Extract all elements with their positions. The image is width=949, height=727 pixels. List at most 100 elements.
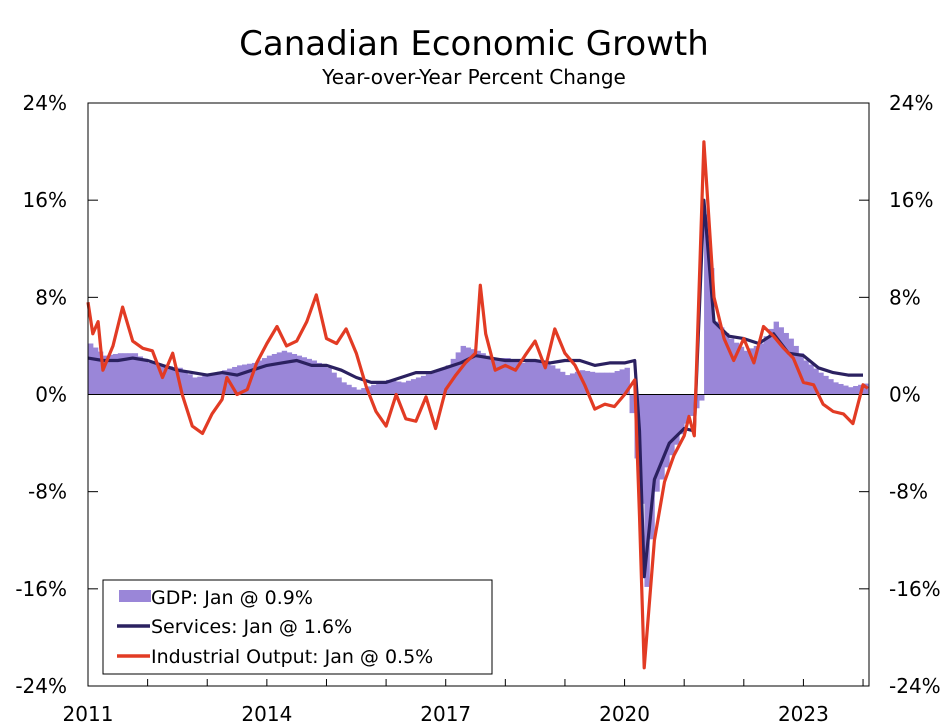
gdp-bar xyxy=(813,368,819,395)
industrial-line xyxy=(86,140,869,670)
gdp-bar xyxy=(689,394,695,416)
gdp-bar xyxy=(237,365,243,395)
gdp-bars xyxy=(88,214,869,587)
gdp-bar xyxy=(654,394,660,492)
legend-services-label: Services: Jan @ 1.6% xyxy=(151,616,352,638)
gdp-bar xyxy=(152,363,158,395)
gdp-bar xyxy=(341,382,347,395)
gdp-bar xyxy=(212,373,218,395)
y-tick-label-left: -24% xyxy=(15,674,67,698)
gdp-bar xyxy=(599,372,606,395)
gdp-bar xyxy=(192,377,198,395)
gdp-bar xyxy=(818,372,824,395)
gdp-bar xyxy=(232,366,238,395)
gdp-bar xyxy=(167,366,173,395)
gdp-bar xyxy=(564,375,571,395)
gdp-bar xyxy=(828,379,834,395)
gdp-bar xyxy=(644,394,650,587)
gdp-bar xyxy=(386,379,392,395)
gdp-bar xyxy=(182,371,188,395)
gdp-bar xyxy=(430,372,437,395)
gdp-bar xyxy=(838,383,844,395)
gdp-bar xyxy=(242,364,248,395)
gdp-bar xyxy=(803,360,809,395)
gdp-bar xyxy=(684,394,690,424)
legend-box xyxy=(102,579,493,675)
gdp-bar xyxy=(713,321,720,395)
gdp-bar xyxy=(122,353,129,395)
legend-industrial-label: Industrial Output: Jan @ 0.5% xyxy=(151,646,433,668)
gdp-bar xyxy=(271,354,278,395)
x-tick-labels: 2011 2014 2017 2020 2023 xyxy=(63,702,829,726)
gdp-bar xyxy=(256,360,263,395)
gdp-bar xyxy=(351,387,357,395)
gdp-bar xyxy=(281,350,288,395)
gdp-bar xyxy=(396,381,402,395)
gdp-bar xyxy=(207,375,213,395)
gdp-bar xyxy=(863,383,869,395)
gdp-bar xyxy=(709,268,715,395)
gdp-bar xyxy=(112,354,119,395)
gdp-bar xyxy=(659,394,665,480)
y-tick-labels-right: 24% 16% 8% 0% -8% -16% -24% xyxy=(889,91,941,698)
gdp-bar xyxy=(728,338,735,395)
gdp-bar xyxy=(117,353,124,395)
gdp-bar xyxy=(92,347,99,395)
gdp-bar xyxy=(748,348,755,395)
gdp-bar xyxy=(679,394,685,435)
gdp-bar xyxy=(500,358,506,395)
gdp-bar xyxy=(197,376,203,395)
gdp-bar xyxy=(321,365,327,395)
gdp-bar xyxy=(391,380,397,395)
gdp-bar xyxy=(848,387,854,395)
gdp-bar xyxy=(550,365,556,395)
gdp-bar xyxy=(217,371,223,395)
gdp-bar xyxy=(266,355,273,395)
gdp-bar xyxy=(331,372,337,395)
gdp-bar xyxy=(833,382,839,395)
y-tick-label-right: -24% xyxy=(889,674,941,698)
gdp-bar xyxy=(823,375,829,395)
gdp-bar xyxy=(460,345,466,395)
gdp-bar xyxy=(326,367,332,395)
gdp-bar xyxy=(202,375,208,395)
plot-frame xyxy=(87,102,870,687)
legend-gdp-swatch xyxy=(119,590,151,602)
gdp-bar xyxy=(639,394,645,504)
gdp-bar xyxy=(758,343,765,395)
gdp-bar xyxy=(594,372,601,395)
gdp-bar xyxy=(629,394,635,414)
y-tick-label-right: 24% xyxy=(889,91,933,115)
gdp-bar xyxy=(808,364,814,395)
gdp-bar xyxy=(778,327,784,395)
gdp-bar xyxy=(401,382,407,395)
gdp-bar xyxy=(574,371,581,395)
gdp-bar xyxy=(261,358,268,395)
gdp-bar xyxy=(768,328,775,395)
y-tick-label-left: 0% xyxy=(35,383,67,407)
gdp-bar xyxy=(306,358,312,395)
gdp-bar xyxy=(589,371,596,395)
gdp-bar xyxy=(172,366,178,395)
gdp-bar xyxy=(704,214,710,395)
gdp-bar xyxy=(609,372,616,395)
gdp-bar xyxy=(530,361,536,395)
legend-gdp-label: GDP: Jan @ 0.9% xyxy=(151,587,313,609)
gdp-bar xyxy=(584,371,591,395)
gdp-bar xyxy=(723,332,730,395)
gdp-bar xyxy=(495,358,501,395)
gdp-bar xyxy=(699,394,705,401)
x-tick-label: 2017 xyxy=(420,702,471,726)
gdp-bar xyxy=(132,353,139,395)
gdp-bar xyxy=(664,394,670,468)
gdp-bar xyxy=(505,358,511,395)
gdp-bar xyxy=(137,356,144,395)
gdp-bar xyxy=(569,373,576,395)
gdp-bar xyxy=(371,384,377,395)
y-tick-label-right: 16% xyxy=(889,188,933,212)
gdp-bar xyxy=(311,360,317,395)
gdp-bar xyxy=(162,365,168,395)
gdp-bar xyxy=(559,371,566,395)
gdp-bar xyxy=(356,389,362,395)
gdp-bar xyxy=(465,347,471,395)
